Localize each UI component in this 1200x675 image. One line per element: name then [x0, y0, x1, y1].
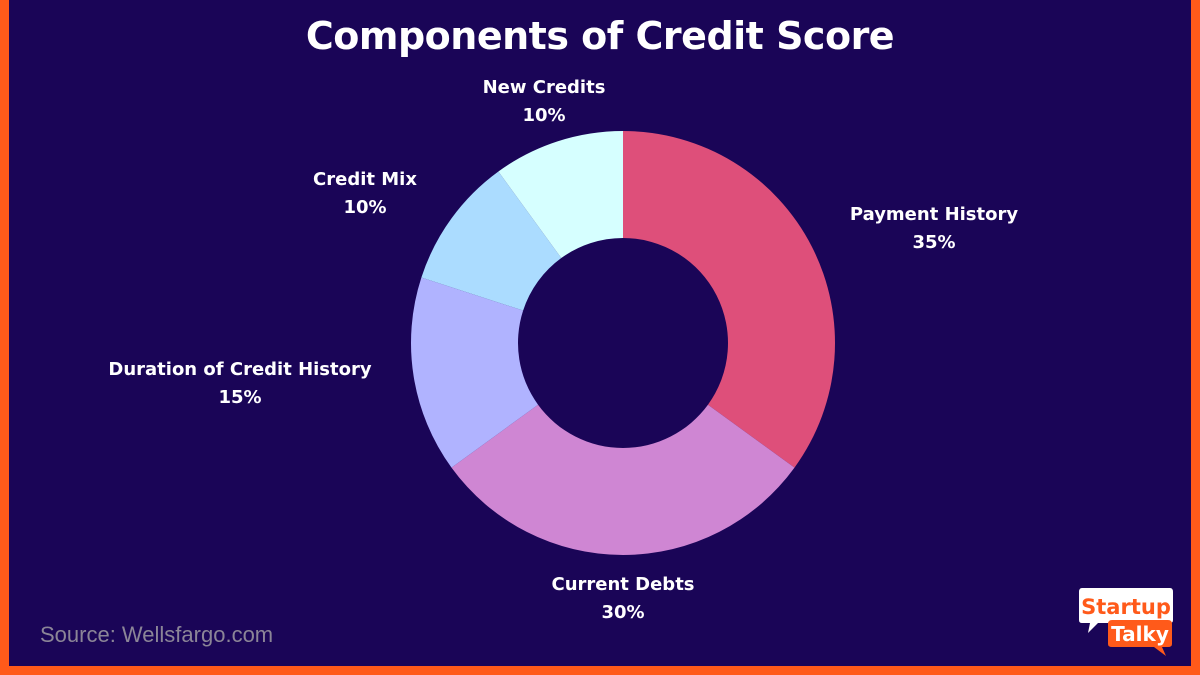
label-new-credits: New Credits 10% — [482, 77, 606, 126]
slice-credit-mix — [421, 171, 562, 311]
chart-background — [9, 0, 1191, 666]
slice-current-debts — [451, 404, 795, 555]
label-payment-history: Payment History 35% — [849, 204, 1019, 253]
slice-new-credits — [498, 131, 623, 259]
chart-title: Components of Credit Score — [305, 14, 895, 58]
slice-duration-of-credit-history — [411, 277, 539, 468]
slice-payment-history — [623, 131, 835, 468]
label-duration: Duration of Credit History 15% — [108, 359, 372, 408]
source-note: Source: Wellsfargo.com — [40, 622, 274, 647]
label-credit-mix: Credit Mix 10% — [313, 169, 417, 218]
logo-text-startup: Startup — [1081, 595, 1171, 619]
startup-talky-logo: Startup Talky — [1079, 588, 1173, 656]
logo-text-talky: Talky — [1111, 622, 1169, 646]
label-current-debts: Current Debts 30% — [551, 574, 695, 623]
